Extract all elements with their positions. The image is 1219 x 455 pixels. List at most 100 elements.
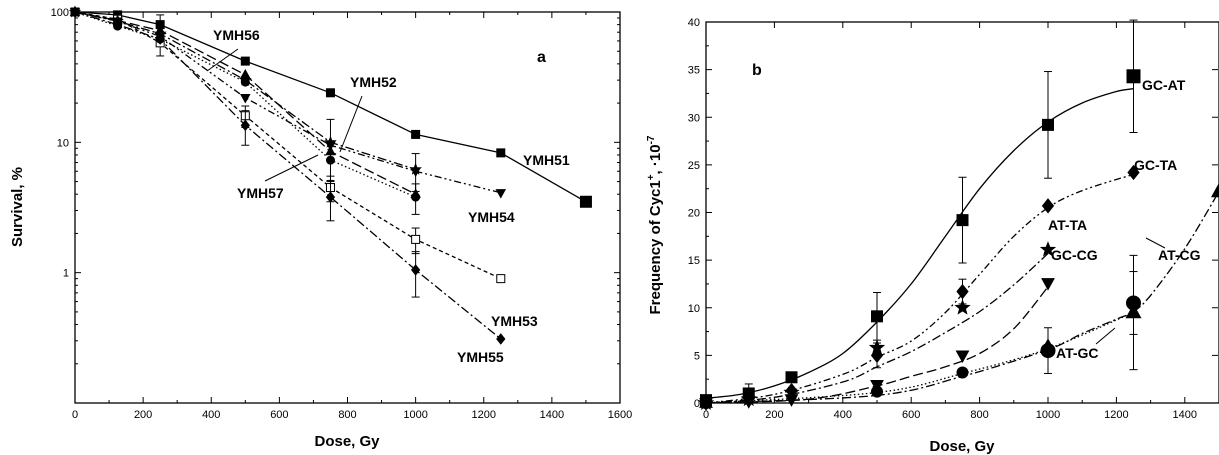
leader-at-cg xyxy=(1145,237,1166,249)
panel-a-x-axis-label: Dose, Gy xyxy=(314,433,380,450)
panel-a-x-tick-label: 200 xyxy=(134,409,152,421)
panel-a-ticks: 0 200 400 600 800 1000 1200 1400 1600 1 10 100 xyxy=(51,7,633,421)
panel-b-y-tick-label: 5 xyxy=(694,350,700,362)
data-point-gc-cg xyxy=(1041,278,1055,291)
data-point-at-gc xyxy=(956,366,969,379)
panel-b-x-tick-label: 200 xyxy=(765,409,783,421)
panel-b-y-label-sup2: -7 xyxy=(646,135,657,144)
panel-b-x-tick-label: 1000 xyxy=(1036,409,1060,421)
panel-a-plot-frame xyxy=(74,11,621,404)
panel-b-x-tick-label: 1400 xyxy=(1173,409,1197,421)
series-label-gc-cg: GC-CG xyxy=(1051,247,1098,263)
series-label-at-cg: AT-CG xyxy=(1158,247,1201,263)
panel-b-x-tick-label: 1200 xyxy=(1104,409,1128,421)
data-point-ymh56 xyxy=(325,145,336,156)
data-point-ymh57 xyxy=(411,192,421,202)
series-label-gc-at: GC-AT xyxy=(1142,77,1186,93)
panel-b-data-points xyxy=(697,19,1219,411)
series-label-ymh57: YMH57 xyxy=(237,185,284,201)
data-point-gc-cg xyxy=(741,396,756,409)
panel-a-x-tick-label: 800 xyxy=(338,409,356,421)
series-label-gc-ta: GC-TA xyxy=(1134,157,1177,173)
data-point-gc-cg xyxy=(784,394,799,407)
data-point-gc-at xyxy=(956,214,969,227)
data-point-ymh55 xyxy=(496,333,506,345)
panel-b-x-tick-label: 0 xyxy=(703,409,709,421)
data-point-gc-ta xyxy=(1127,164,1140,181)
panel-b-y-tick-label: 0 xyxy=(694,398,700,410)
panel-a-x-tick-label: 1200 xyxy=(472,409,496,421)
panel-b-x-tick-label: 400 xyxy=(834,409,852,421)
panel-a-x-tick-label: 400 xyxy=(202,409,220,421)
leader-ymh52 xyxy=(339,95,363,153)
panel-a-y-axis-label: Survival, % xyxy=(9,167,26,247)
panel-b-x-tick-label: 800 xyxy=(970,409,988,421)
panel-b-x-tick-label: 600 xyxy=(902,409,920,421)
panel-b-label: b xyxy=(752,62,762,79)
series-line-ymh56 xyxy=(74,11,416,195)
series-label-ymh56: YMH56 xyxy=(213,27,260,43)
data-point-gc-at xyxy=(785,371,798,384)
panel-b-frequency-chart: 0 200 400 600 800 1000 1200 1400 0 5 10 15 20 25 30 35 4… xyxy=(646,17,1219,455)
panel-b-y-label-sup1: + xyxy=(646,174,657,180)
series-line-ymh51 xyxy=(74,11,587,203)
series-label-ymh54: YMH54 xyxy=(468,209,515,225)
panel-a-x-tick-label: 1400 xyxy=(540,409,564,421)
leader-at-gc xyxy=(1095,327,1116,345)
data-point-ymh57 xyxy=(240,77,250,87)
panel-a-x-tick-label: 600 xyxy=(270,409,288,421)
data-point-ymh51 xyxy=(496,148,506,158)
series-line-ymh55 xyxy=(74,11,502,340)
panel-a-x-tick-label: 1600 xyxy=(608,409,632,421)
data-point-ymh57 xyxy=(325,155,335,165)
panel-b-y-tick-label: 30 xyxy=(688,112,700,124)
data-point-ymh57 xyxy=(70,7,80,17)
series-line-gc-ta xyxy=(705,173,1134,404)
panel-b-y-label-mid: , ·10 xyxy=(647,144,664,174)
data-point-ymh51 xyxy=(411,129,421,139)
data-point-gc-ta xyxy=(1041,198,1055,214)
panel-b-y-tick-label: 35 xyxy=(688,65,700,77)
data-point-at-ta xyxy=(954,299,971,315)
data-point-at-ta xyxy=(868,339,886,355)
data-point-at-cg xyxy=(1211,182,1219,198)
data-point-gc-ta xyxy=(956,283,969,300)
panel-b-ticks: 0 200 400 600 800 1000 1200 1400 0 5 10 15 20 25 30 35 4… xyxy=(688,17,1218,421)
data-point-at-gc xyxy=(1040,343,1056,359)
panel-a-x-tick-label: 0 xyxy=(72,409,78,421)
data-point-gc-at xyxy=(1126,69,1141,84)
data-point-ymh56 xyxy=(154,24,166,35)
panel-b-x-axis-label: Dose, Gy xyxy=(929,438,995,455)
data-point-ymh54 xyxy=(240,94,251,104)
panel-b-y-tick-label: 25 xyxy=(688,160,700,172)
leader-ymh57 xyxy=(264,154,319,182)
data-point-ymh54 xyxy=(495,189,507,199)
panel-b-y-tick-label: 40 xyxy=(688,17,700,29)
panel-a-x-tick-label: 1000 xyxy=(403,409,427,421)
series-label-ymh53: YMH53 xyxy=(491,313,538,329)
series-label-ymh51: YMH51 xyxy=(523,152,570,168)
data-point-ymh51 xyxy=(579,195,592,208)
data-point-ymh55 xyxy=(325,191,336,203)
panel-a-y-tick-label: 100 xyxy=(51,7,69,19)
series-line-ymh53 xyxy=(74,11,502,280)
series-label-ymh55: YMH55 xyxy=(457,349,504,365)
panel-a-data-points xyxy=(68,5,592,345)
panel-a-y-tick-label: 1 xyxy=(63,268,69,280)
panel-b-y-tick-label: 20 xyxy=(688,208,700,220)
data-point-ymh57 xyxy=(113,21,123,31)
data-point-at-gc xyxy=(871,385,883,398)
series-label-at-gc: AT-GC xyxy=(1056,345,1099,361)
data-point-gc-at xyxy=(871,310,883,323)
leader-ymh56 xyxy=(206,48,239,72)
data-point-at-ta xyxy=(1039,241,1057,257)
series-line-ymh54 xyxy=(74,11,501,194)
series-line-gc-at xyxy=(705,88,1134,399)
panel-a-label: a xyxy=(537,49,546,66)
panel-b-y-label-main: Frequency of Cyc1 xyxy=(647,180,664,314)
data-point-ymh51 xyxy=(325,88,335,98)
series-label-ymh52: YMH52 xyxy=(350,74,397,90)
data-point-ymh51 xyxy=(240,56,250,66)
data-point-ymh55 xyxy=(240,119,250,132)
